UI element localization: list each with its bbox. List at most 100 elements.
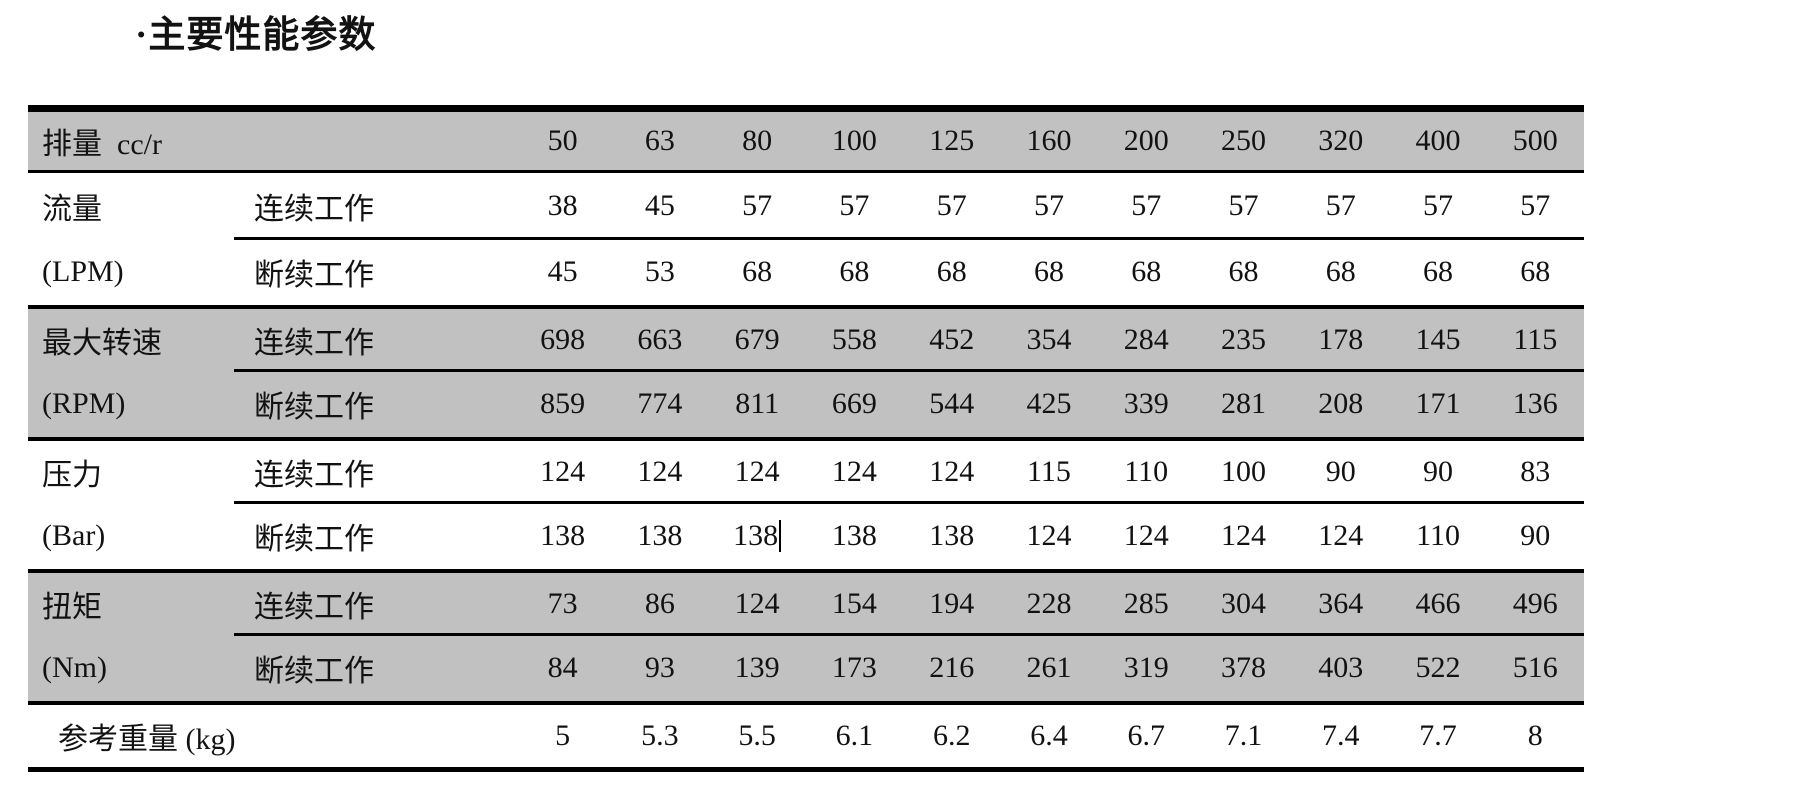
weight-value-cell: 6.7 xyxy=(1098,719,1195,753)
value-cell: 57 xyxy=(1000,189,1097,223)
value-cell: 124 xyxy=(1098,519,1195,553)
value-cell-text: 38 xyxy=(547,189,578,222)
value-cell: 124 xyxy=(903,455,1000,489)
value-cell-text: 83 xyxy=(1520,455,1551,488)
header-row-displacement: 排量 cc/r 50 63 80 100 125 160 200 250 320 400 500 xyxy=(28,112,1584,173)
value-cell: 403 xyxy=(1292,651,1389,685)
value-cell-text: 378 xyxy=(1220,651,1266,684)
displacement-label-cell: 排量 cc/r xyxy=(28,119,230,163)
value-cell: 57 xyxy=(903,189,1000,223)
value-cell: 110 xyxy=(1098,455,1195,489)
value-cell: 466 xyxy=(1389,587,1486,621)
value-cell: 425 xyxy=(1000,387,1097,421)
value-cell-text: 138 xyxy=(831,519,877,552)
value-cell-text: 110 xyxy=(1124,455,1169,488)
displacement-value-cell-text: 500 xyxy=(1512,124,1558,157)
value-cell-text: 171 xyxy=(1415,387,1461,420)
value-cell-text: 208 xyxy=(1318,387,1364,420)
displacement-value-cell-text: 63 xyxy=(644,124,675,157)
value-cell-text: 304 xyxy=(1220,587,1266,620)
value-cell: 68 xyxy=(1098,255,1195,289)
value-cell-text: 124 xyxy=(1123,519,1169,552)
value-cell-text: 57 xyxy=(839,189,870,222)
value-cell: 364 xyxy=(1292,587,1389,621)
weight-value-cell-text: 6.7 xyxy=(1127,719,1165,752)
value-cell-text: 84 xyxy=(547,651,578,684)
weight-value-cell-text: 7.7 xyxy=(1419,719,1457,752)
table-row: (Nm) 断续工作 84 93 139 173 216 261 319 378 403 522 516 xyxy=(28,633,1584,701)
value-cell: 90 xyxy=(1487,519,1584,553)
parameter-name-cell-text: 压力 xyxy=(42,459,102,492)
weight-value-cell: 7.4 xyxy=(1292,719,1389,753)
work-mode-cell-text: 断续工作 xyxy=(254,523,374,556)
value-cell-text: 154 xyxy=(831,587,877,620)
value-cell-text: 173 xyxy=(831,651,877,684)
value-cell-text: 516 xyxy=(1512,651,1558,684)
value-cell: 516 xyxy=(1487,651,1584,685)
parameter-name-cell: 最大转速 xyxy=(28,318,230,362)
value-cell-text: 45 xyxy=(644,189,675,222)
value-cell-text: 124 xyxy=(1026,519,1072,552)
displacement-value-cell-text: 400 xyxy=(1415,124,1461,157)
weight-value-cell-text: 6.1 xyxy=(835,719,874,752)
value-cell-text: 496 xyxy=(1512,587,1558,620)
parameter-name-cell: (Bar) xyxy=(28,519,230,553)
row-divider-line xyxy=(234,501,1584,504)
row-divider-line xyxy=(234,369,1584,372)
value-cell: 86 xyxy=(611,587,708,621)
value-cell: 216 xyxy=(903,651,1000,685)
value-cell-text: 124 xyxy=(1220,519,1266,552)
value-cell-text: 319 xyxy=(1123,651,1169,684)
displacement-value-cell: 50 xyxy=(514,124,611,158)
value-cell-text: 216 xyxy=(929,651,975,684)
parameter-name-cell-text: (LPM) xyxy=(42,255,124,288)
displacement-value-cell: 160 xyxy=(1000,124,1097,158)
table-row: 最大转速 连续工作 698 663 679 558 452 354 284 235 178 145 11… xyxy=(28,305,1584,371)
value-cell-text: 261 xyxy=(1026,651,1072,684)
reference-weight-label-cell-text: 参考重量 (kg) xyxy=(58,723,236,756)
value-cell: 304 xyxy=(1195,587,1292,621)
value-cell: 57 xyxy=(1292,189,1389,223)
work-mode-cell: 断续工作 xyxy=(230,646,514,690)
value-cell: 228 xyxy=(1000,587,1097,621)
value-cell: 124 xyxy=(806,455,903,489)
value-cell-text: 86 xyxy=(644,587,675,620)
value-cell-text: 100 xyxy=(1220,455,1266,488)
value-cell: 138 xyxy=(709,519,806,553)
value-cell: 235 xyxy=(1195,323,1292,357)
value-cell: 145 xyxy=(1389,323,1486,357)
parameter-name-cell-text: 流量 xyxy=(42,193,102,226)
value-cell-text: 68 xyxy=(1228,255,1259,288)
displacement-value-cell: 400 xyxy=(1389,124,1486,158)
value-cell-text: 68 xyxy=(1325,255,1356,288)
table-row: (Bar) 断续工作 138 138 138 138 138 124 124 124 124 110 9… xyxy=(28,501,1584,569)
value-cell-text: 57 xyxy=(936,189,967,222)
weight-value-cell-text: 6.2 xyxy=(932,719,971,752)
value-cell: 136 xyxy=(1487,387,1584,421)
value-cell-text: 859 xyxy=(540,387,586,420)
value-cell-text: 124 xyxy=(734,455,780,488)
weight-value-cell: 5 xyxy=(514,719,611,753)
value-cell-text: 57 xyxy=(1228,189,1259,222)
displacement-value-cell: 125 xyxy=(903,124,1000,158)
value-cell: 73 xyxy=(514,587,611,621)
value-cell: 669 xyxy=(806,387,903,421)
value-cell: 679 xyxy=(709,323,806,357)
value-cell-text: 57 xyxy=(1423,189,1454,222)
displacement-value-cell-text: 320 xyxy=(1318,124,1364,157)
work-mode-cell: 连续工作 xyxy=(230,318,514,362)
parameter-name-cell: (RPM) xyxy=(28,387,230,421)
displacement-value-cell-text: 125 xyxy=(929,124,975,157)
value-cell-text: 124 xyxy=(831,455,877,488)
value-cell: 84 xyxy=(514,651,611,685)
parameter-name-cell-text: (Nm) xyxy=(42,651,107,684)
value-cell: 194 xyxy=(903,587,1000,621)
displacement-value-cell-text: 160 xyxy=(1026,124,1072,157)
weight-value-cell: 8 xyxy=(1487,719,1584,753)
value-cell: 100 xyxy=(1195,455,1292,489)
value-cell: 354 xyxy=(1000,323,1097,357)
value-cell-text: 57 xyxy=(1033,189,1064,222)
value-cell: 68 xyxy=(1195,255,1292,289)
work-mode-cell-text: 连续工作 xyxy=(254,327,374,360)
value-cell-text: 136 xyxy=(1512,387,1558,420)
